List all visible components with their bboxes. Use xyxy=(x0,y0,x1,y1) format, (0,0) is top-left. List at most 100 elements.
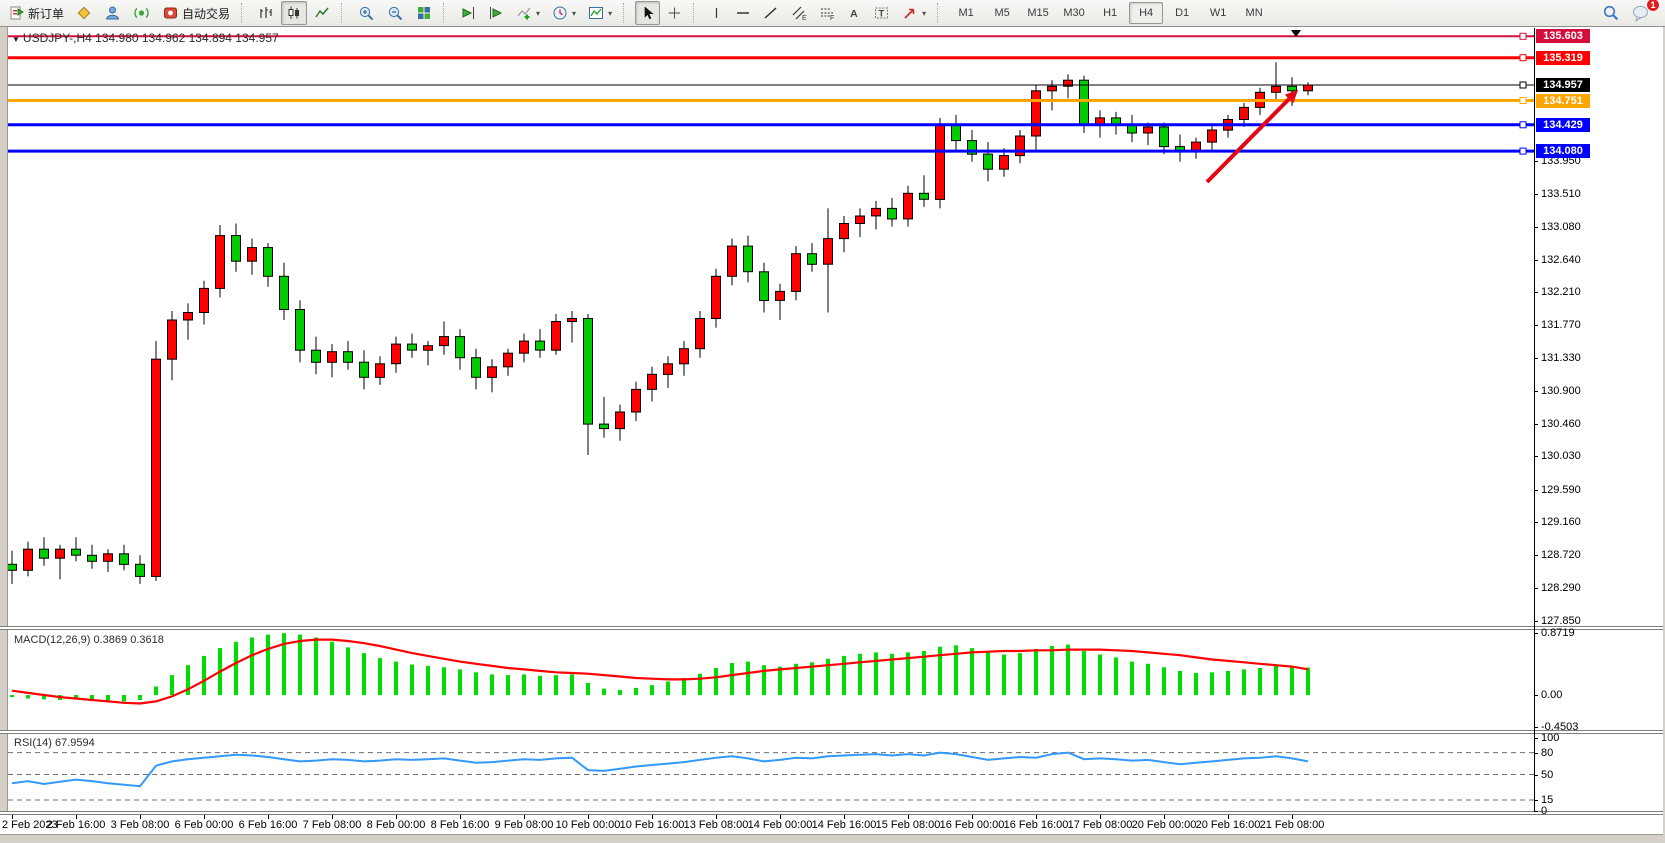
toolbar-separator xyxy=(341,3,348,23)
metaeditor-button[interactable] xyxy=(99,1,126,25)
timeframe-H4[interactable]: H4 xyxy=(1129,2,1164,24)
time-axis[interactable] xyxy=(0,815,1665,834)
new-order-button[interactable]: 新订单 xyxy=(4,1,69,25)
candle xyxy=(1127,125,1137,134)
candle xyxy=(631,388,641,413)
time-tick-mark xyxy=(1228,815,1229,819)
time-tick-mark xyxy=(1292,815,1293,819)
main-price-chart[interactable] xyxy=(8,28,1534,626)
macd-histogram-bar xyxy=(1114,657,1118,695)
vertical-line-tool[interactable] xyxy=(705,1,728,25)
bar-chart-button[interactable] xyxy=(253,1,279,25)
candle xyxy=(1207,129,1217,143)
macd-histogram-bar xyxy=(554,675,558,695)
candle xyxy=(1239,106,1249,121)
macd-histogram-bar xyxy=(826,658,830,695)
indicators-button[interactable]: ▾ xyxy=(511,1,545,25)
time-tick-mark xyxy=(524,815,525,819)
crosshair-button[interactable] xyxy=(662,1,687,25)
level-line-handle[interactable] xyxy=(1519,54,1527,62)
candle xyxy=(903,192,913,220)
toolbar-right-group: 1 xyxy=(1596,0,1660,25)
arrows-tool[interactable]: ▾ xyxy=(897,1,931,25)
fibonacci-tool[interactable]: F xyxy=(814,1,840,25)
candlestick-chart-button[interactable] xyxy=(281,1,308,25)
level-line-handle[interactable] xyxy=(1519,32,1527,40)
timeframe-M5[interactable]: M5 xyxy=(994,7,1010,19)
price-tick-mark xyxy=(1534,292,1538,293)
macd-histogram-bar xyxy=(346,647,350,695)
svg-text:A: A xyxy=(850,8,858,20)
chart-shift-button[interactable] xyxy=(483,1,509,25)
level-line-handle[interactable] xyxy=(1519,81,1527,89)
autotrading-button[interactable]: 自动交易 xyxy=(157,1,235,25)
candle xyxy=(791,253,801,292)
one-click-dropdown-icon[interactable]: ▼ xyxy=(12,35,20,44)
time-label: 21 Feb 08:00 xyxy=(1259,819,1325,831)
price-tick-label: 133.510 xyxy=(1541,188,1581,200)
price-level-badge: 135.603 xyxy=(1536,29,1590,43)
trend-arrow-annotation[interactable] xyxy=(1205,97,1291,184)
signals-button[interactable] xyxy=(128,1,155,25)
candle xyxy=(679,348,689,365)
text-label-tool[interactable]: T xyxy=(868,1,895,25)
time-tick-mark xyxy=(908,815,909,819)
current-bar-marker xyxy=(1291,30,1301,37)
price-tick-mark xyxy=(1534,424,1538,425)
zoom-out-button[interactable] xyxy=(382,1,409,25)
periods-button[interactable]: ▾ xyxy=(547,1,581,25)
notifications-button[interactable]: 1 xyxy=(1627,0,1660,25)
tile-windows-button[interactable] xyxy=(411,1,437,25)
search-button[interactable] xyxy=(1597,1,1625,25)
pane-separator[interactable] xyxy=(0,730,1665,734)
horizontal-line-tool[interactable] xyxy=(730,1,756,25)
timeframe-H1[interactable]: H1 xyxy=(1103,7,1118,19)
time-label: 16 Feb 00:00 xyxy=(939,819,1005,831)
level-line-handle[interactable] xyxy=(1519,147,1527,155)
macd-histogram-bar xyxy=(362,653,366,695)
price-tick-label: 127.850 xyxy=(1541,615,1581,627)
market-button[interactable] xyxy=(71,1,97,25)
candle xyxy=(231,235,241,262)
timeframe-W1[interactable]: W1 xyxy=(1209,7,1227,19)
new-order-icon xyxy=(10,6,24,20)
price-level-badge: 134.751 xyxy=(1536,94,1590,108)
candle xyxy=(135,563,145,577)
auto-scroll-button[interactable] xyxy=(455,1,481,25)
clock-icon xyxy=(553,6,567,20)
candle xyxy=(375,363,385,378)
pane-separator[interactable] xyxy=(0,626,1665,630)
timeframe-M30[interactable]: M30 xyxy=(1063,7,1085,19)
equidistant-channel-tool[interactable]: E xyxy=(786,1,812,25)
rsi-pane[interactable] xyxy=(8,734,1534,811)
macd-histogram-bar xyxy=(1082,651,1086,695)
text-tool[interactable]: A xyxy=(842,1,866,25)
level-line-handle[interactable] xyxy=(1519,121,1527,129)
autotrading-label: 自动交易 xyxy=(182,6,231,21)
candle xyxy=(39,548,49,559)
rsi-value: 67.9594 xyxy=(54,737,95,749)
timeframe-M15[interactable]: M15 xyxy=(1027,7,1049,19)
timeframe-D1[interactable]: D1 xyxy=(1175,7,1190,19)
macd-histogram-bar xyxy=(714,668,718,695)
candle xyxy=(71,548,81,556)
gold-diamond-icon xyxy=(77,6,91,20)
timeframe-MN[interactable]: MN xyxy=(1245,7,1263,19)
signal-broadcast-icon xyxy=(134,7,149,19)
templates-button[interactable]: ▾ xyxy=(583,1,617,25)
macd-pane[interactable] xyxy=(8,630,1534,730)
line-chart-icon xyxy=(315,7,329,18)
price-tick-label: 133.950 xyxy=(1541,155,1581,167)
macd-histogram-bar xyxy=(730,663,734,695)
candle xyxy=(839,223,849,240)
time-label: 13 Feb 08:00 xyxy=(683,819,749,831)
zoom-in-button[interactable] xyxy=(353,1,380,25)
trendline-tool[interactable] xyxy=(758,1,784,25)
candle xyxy=(487,366,497,378)
rsi-tick-mark xyxy=(1534,800,1538,801)
line-chart-button[interactable] xyxy=(309,1,335,25)
candle xyxy=(311,349,321,363)
timeframe-M1[interactable]: M1 xyxy=(958,7,974,19)
cursor-button[interactable] xyxy=(635,1,661,25)
level-line-handle[interactable] xyxy=(1519,97,1527,104)
